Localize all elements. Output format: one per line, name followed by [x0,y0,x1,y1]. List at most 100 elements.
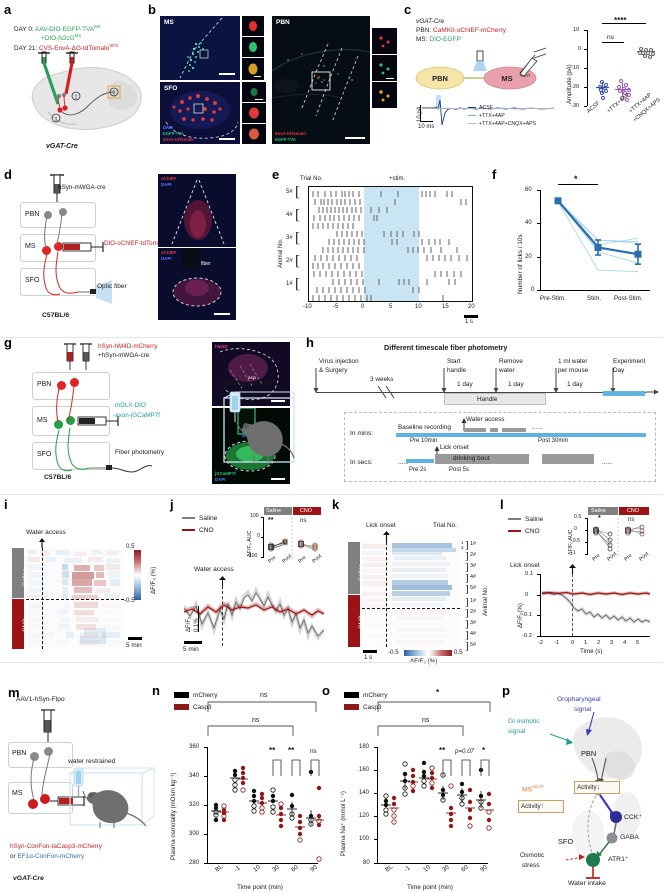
panel-a-day0-line2: +DIO-N2cGMS [41,33,81,42]
panel-h-event2-l2: handle [447,367,467,374]
panel-c-ytick--10 [584,68,587,69]
panel-m-pbn-box [8,742,73,768]
panel-k-scalebar [363,650,377,653]
panel-c-sig-inner-bar [602,42,624,43]
panel-g-label: g [4,335,12,350]
panel-k-label: k [332,497,340,512]
panel-l-yaxis [540,574,541,636]
panel-p-activity-up-box [518,800,564,813]
panel-h-event3-l1: Remove [499,358,523,365]
panel-l-xt-0: -2 [538,640,544,646]
panel-p-osmotic-l2: stress [522,862,540,869]
panel-p-circuit [565,757,641,879]
panel-l-inset-yt-2 [585,542,588,543]
panel-m-pbn-label: PBN [12,750,27,757]
panel-p-water-intake: Water intake [568,880,606,887]
panel-d: hSyn-mWGA-cre PBN MS SFO DIO-oChIEF-tdTo… [0,172,280,330]
panel-g-img-bot-legend-gcamp: jGCaMP7f [215,471,236,476]
panel-c-xlabel-0: ACSF [586,100,602,115]
panel-f-ytick-0 [537,290,540,291]
panel-k-saline-a1: 1# [470,541,476,547]
panel-b-sfo-legend-dapi: DAPI [163,125,174,130]
panel-h-dots-secs-left: ...... [398,459,409,466]
panel-g-img-bot-legend-dapi: DAPI [215,477,226,482]
panel-d-pbn-node-1 [44,211,52,219]
panel-p-arrows-top [549,711,595,745]
panel-g-virus2-l2: -axon-jGCaMP7f [113,412,160,419]
panel-k-saline-a2: 2# [470,552,476,558]
panel-h-drink-seg-3 [502,428,526,432]
panel-e-scalebar-label: 1 s [465,319,474,325]
panel-h-pre10: Pre 10min [410,438,438,444]
panel-h-dots-mins: ...... [532,424,543,431]
panel-o-xlabel: Time point (min) [407,884,453,891]
panel-b-sfo-zoom-merge [242,124,266,144]
legend-cnqx-text: +TTX+4AP+CNQX+APS [479,121,537,127]
panel-f-sig: * [574,174,578,184]
legend-acsf-text: ACSF [479,105,493,111]
panel-l-event-arrow [569,564,576,574]
panel-i: Water access Saline CNO [0,502,165,657]
panel-c-ytlabel-4: -30 [571,103,580,109]
svg-text:3: 3 [113,90,116,96]
panel-i-colorbar [134,550,141,600]
svg-text:PBN: PBN [432,74,448,83]
panel-c-ytlabel-2: -10 [571,65,580,71]
panel-g-syringe-gcamp [77,416,119,426]
panel-g-img-top-annot: scp [248,375,256,380]
panel-h-event5-l2: Day [613,367,625,374]
panel-m-syringe [41,709,55,744]
panel-e-brace-3: [ [295,230,300,246]
panel-j-event-arrow [219,576,226,587]
panel-g-pbn-label: PBN [37,381,52,388]
panel-l-ytick--0.1 [537,615,540,616]
panel-d-pbn-node-2 [59,208,67,216]
panel-f-sig-bar [558,184,598,185]
panel-d-pbn-label: PBN [25,211,40,218]
panel-j-legend-saline-text: Saline [199,515,218,522]
panel-e-xt--5: -5 [333,304,339,310]
panel-f: Number of licks / 10s 60 40 20 0 * Pre-S… [492,172,663,330]
panel-l-inset-cno-text: CNO [627,508,639,514]
panel-g-img-top: hM4D scp [212,342,290,406]
ms-virus: DIO-EGFP [429,36,461,43]
panel-m-virus-or: or [10,853,18,860]
panel-o-sig-brackets [377,701,491,736]
panel-k-cno-a4: 4# [470,631,476,637]
panel-b-sfo-image: SFO DAPI EGFP-TVA EnvA-tdTomato [160,82,240,144]
panel-k-cno-a3: 3# [470,620,476,626]
panel-p-pbn: PBN [581,749,597,758]
panel-l-label: l [500,497,504,512]
panel-g-img-top-scalebar [271,400,285,402]
panel-k-brace-5: ] [465,583,469,595]
panel-l-inset: Saline CNO ΔF/F₀ AUC 0.5 0 -0.5 -1 [566,507,658,573]
panel-o-sig-90: * [482,746,486,755]
panel-m: AAV1-hSyn-Flpo PBN MS hSyn-ConFon-taCasp… [0,690,160,893]
pbn-label: PBN: [416,27,433,34]
panel-f-ytlabel-40: 40 [525,220,532,226]
panel-l-inset-header-cno [619,507,649,515]
panel-a: DAY 0: AAV-DIO-EGFP-TVAMS +DIO-N2cGMS DA… [0,0,150,160]
panel-g-pbn-node-2 [70,378,79,387]
panel-j-event-label: Water access [194,566,234,573]
panel-d-virus1: hSyn-mWGA-cre [58,184,106,191]
panel-c-traces [422,95,555,126]
panel-m-mouse-line: vGAT-Cre [13,875,44,882]
panel-n-xlabel: Time point (min) [237,884,283,891]
panel-p-atr1: ATR1⁺ [608,856,629,863]
panel-g-ms-label: MS [37,417,48,424]
panel-i-heatmap [26,548,124,649]
panel-i-cno-bar [12,599,24,649]
panel-h-drink-seg-1 [464,428,486,432]
panel-k-cno-bar [348,595,360,647]
panel-m-ms-label: MS [12,790,23,797]
day21-virus-sup: SFO [109,43,119,48]
panel-j-legend-cno: CNO [182,527,214,535]
panel-c-pbn-virus: PBN: CaMKII-oChIEF-mCherry [416,27,506,34]
panel-l-xt-5: 3 [610,640,614,646]
panel-h-dots-secs-right: ...... [602,459,613,466]
panel-i-event-arrow [39,538,45,549]
panel-k-brace-3: ] [465,561,469,573]
panel-l-inset-yt-1 [585,530,588,531]
panel-l-xt-3: 1 [584,640,588,646]
